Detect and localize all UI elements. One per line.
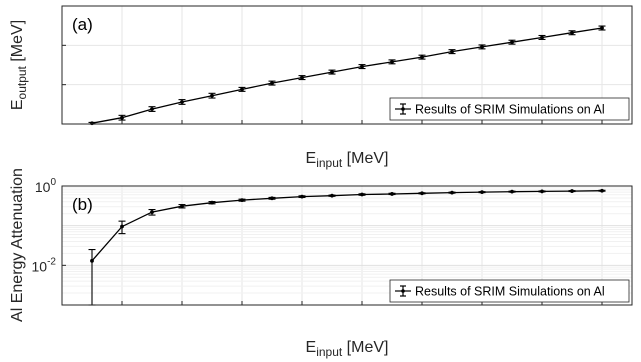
data-point bbox=[360, 192, 364, 197]
panel-b-legend: Results of SRIM Simulations on Al bbox=[389, 279, 630, 303]
data-point bbox=[420, 55, 424, 60]
panel-a-axes-box bbox=[61, 5, 633, 125]
panel-a-y-ticks bbox=[62, 5, 66, 125]
panel-a-legend: Results of SRIM Simulations on Al bbox=[389, 97, 630, 121]
panel-a-y-axis-label: Eoutput [MeV] bbox=[9, 20, 29, 110]
data-point bbox=[450, 190, 454, 195]
panel-a-legend-entry: Results of SRIM Simulations on Al bbox=[415, 103, 605, 117]
data-point bbox=[360, 64, 364, 69]
panel-b-label: (b) bbox=[72, 195, 93, 214]
series-line bbox=[91, 27, 603, 124]
data-point bbox=[240, 198, 244, 203]
panel-b-x-axis-label: Einput [MeV] bbox=[306, 339, 389, 359]
panel-a: (a) Einput [MeV] Eoutput [MeV] Results o… bbox=[9, 5, 633, 170]
panel-b-y-axis-label: Al Energy Attenuation bbox=[9, 168, 26, 322]
panel-b-legend-entry: Results of SRIM Simulations on Al bbox=[415, 285, 605, 299]
data-point bbox=[180, 100, 184, 104]
data-point bbox=[540, 189, 544, 194]
data-point bbox=[510, 40, 514, 45]
data-point bbox=[390, 59, 394, 64]
panel-a-x-axis-label: Einput [MeV] bbox=[306, 150, 389, 170]
data-point bbox=[150, 210, 154, 214]
panel-b-series bbox=[88, 188, 606, 306]
data-point bbox=[240, 87, 244, 92]
data-point bbox=[90, 121, 94, 126]
y-tick-label: 100 bbox=[35, 177, 57, 195]
data-point bbox=[210, 93, 214, 98]
data-point bbox=[390, 192, 394, 196]
data-point bbox=[120, 115, 124, 120]
data-point bbox=[450, 49, 454, 54]
data-point bbox=[480, 190, 484, 195]
data-point bbox=[300, 194, 304, 199]
y-tick-exponent: 0 bbox=[50, 177, 56, 188]
data-point bbox=[540, 35, 544, 40]
panel-a-series bbox=[88, 25, 606, 126]
data-point bbox=[210, 200, 214, 205]
data-point bbox=[270, 196, 274, 201]
y-tick-base: 10 bbox=[32, 258, 48, 274]
y-tick-label: 10-2 bbox=[32, 256, 57, 274]
panel-b-legend-box bbox=[389, 279, 630, 303]
data-point bbox=[330, 193, 334, 198]
panel-a-label: (a) bbox=[72, 15, 93, 34]
data-point bbox=[570, 30, 574, 35]
data-point bbox=[600, 188, 604, 193]
panel-b-legend-marker bbox=[395, 285, 411, 297]
y-tick-base: 10 bbox=[35, 179, 51, 195]
data-point bbox=[120, 224, 124, 229]
panel-a-x-ticks bbox=[61, 120, 603, 124]
data-point bbox=[150, 107, 154, 111]
series-line bbox=[91, 190, 603, 262]
data-point bbox=[300, 75, 304, 80]
data-point bbox=[420, 191, 424, 196]
data-point bbox=[90, 258, 94, 263]
data-point bbox=[180, 204, 184, 209]
data-point bbox=[600, 26, 604, 30]
data-point bbox=[270, 81, 274, 85]
panel-b-axes-box bbox=[61, 185, 633, 306]
data-point bbox=[480, 45, 484, 49]
data-point bbox=[510, 189, 514, 194]
panel-a-legend-marker bbox=[395, 103, 411, 115]
data-point bbox=[330, 70, 334, 74]
panel-a-legend-box bbox=[389, 97, 630, 121]
data-point bbox=[570, 189, 574, 193]
y-tick-exponent: -2 bbox=[47, 256, 56, 267]
